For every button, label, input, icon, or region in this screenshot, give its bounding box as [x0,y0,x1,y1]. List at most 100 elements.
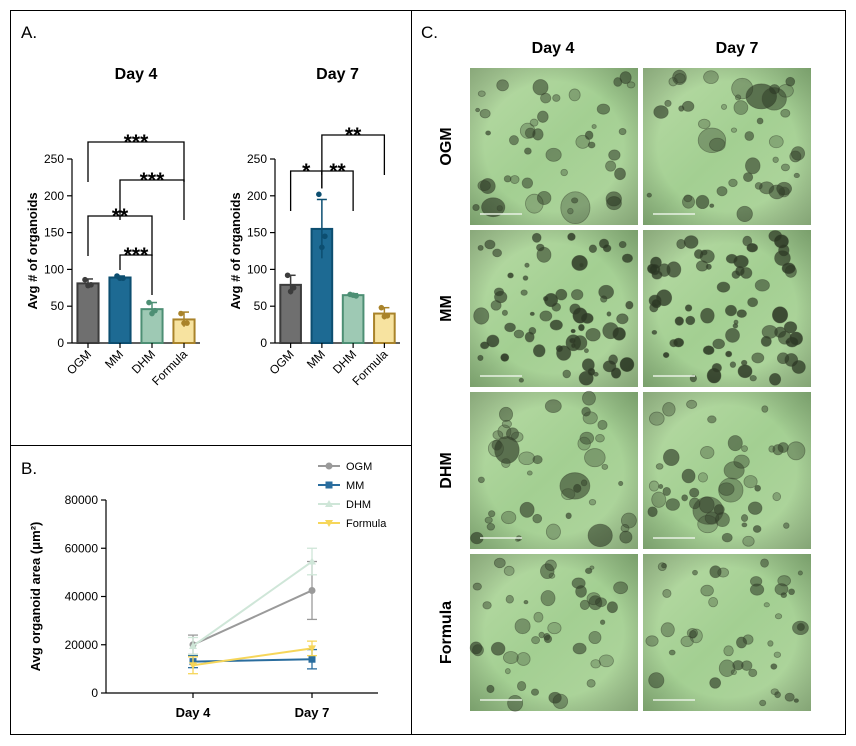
x-tick-label: MM [304,347,328,371]
y-tick-label: 0 [260,336,267,350]
micrograph-vignette [470,68,638,225]
data-point [117,275,123,282]
data-point [146,299,152,306]
series-formula [188,640,317,675]
series-marker [325,481,333,489]
y-tick-label: 60000 [65,541,99,555]
micrograph-vignette [643,554,811,711]
series-mm [188,648,317,670]
x-tick-label: OGM [267,347,297,377]
x-tick-label: Day 4 [176,705,211,720]
micrograph-image [469,554,638,712]
data-point [82,276,88,283]
y-tick-label: 40000 [65,590,99,604]
row-header: OGM [438,127,455,165]
data-point [149,310,155,317]
micrograph-vignette [470,554,638,711]
y-tick-label: 80000 [65,493,99,507]
series-marker [325,462,333,470]
y-axis-label: Avg # of organoids [228,192,243,309]
y-tick-label: 150 [247,226,267,240]
micrograph-vignette [643,230,811,387]
micrograph-image [470,68,638,225]
x-tick-label: Day 7 [295,705,330,720]
micrograph-grid: Day 4 Day 7 OGM MM DHM Formula [438,40,811,712]
series-marker [189,662,197,670]
y-tick-label: 200 [247,189,267,203]
micrograph-image [643,68,811,225]
data-point [319,244,325,251]
significance-label: * [302,160,311,183]
chart-title: Day 7 [316,66,359,83]
micrograph-vignette [470,392,638,549]
legend-label: Formula [346,518,387,530]
y-axis-label: Avg # of organoids [25,192,40,309]
column-header: Day 4 [532,40,575,57]
series-line [192,658,313,663]
series-line [192,647,313,667]
data-point [287,288,294,295]
y-tick-label: 250 [44,152,64,166]
series-marker [308,557,316,565]
x-tick-label: Formula [149,347,190,388]
series-marker [325,500,333,507]
series-marker [308,586,316,594]
data-point [316,191,322,198]
y-tick-label: 100 [44,262,64,276]
significance-label: ** [345,124,362,147]
data-point [378,304,385,311]
bar-chart-day-7: Day 7 Avg # of organoids 0 50 100 150 200 250 OG… [228,66,400,388]
micrograph-image [643,392,811,549]
significance-bracket [87,215,153,256]
y-tick-label: 20000 [65,638,99,652]
y-tick-label: 50 [51,299,65,313]
bar [341,294,365,345]
y-tick-label: 100 [247,262,267,276]
micrograph-image [470,230,638,387]
panel-b-letter: B. [21,459,37,478]
bar-chart-day-4: Day 4 Avg # of organoids 0 50 100 150 200 250 OG… [25,66,200,388]
data-point [284,272,291,279]
significance-label: *** [124,131,149,154]
series-ogm [188,560,317,656]
y-axis-label: Avg organoid area (μm²) [28,522,43,672]
chart-title: Day 4 [115,66,158,83]
y-tick-label: 250 [247,152,267,166]
micrograph-image [643,230,811,387]
series-marker [308,645,316,653]
significance-bracket [321,170,354,211]
micrograph-vignette [643,392,811,549]
column-header: Day 7 [716,40,759,57]
series-marker [308,655,316,663]
micrograph-vignette [470,230,638,387]
significance-label: ** [112,205,129,228]
micrograph-image [643,554,811,711]
significance-label: ** [329,160,346,183]
significance-bracket [321,134,386,175]
data-point [322,233,328,240]
legend-label: OGM [346,461,372,473]
significance-bracket [119,254,153,295]
data-point [350,292,356,298]
y-tick-label: 0 [57,336,64,350]
panel-c-letter: C. [421,23,438,42]
line-chart-organoid-area: Avg organoid area (μm²) 0 20000 40000 60000 8… [28,461,387,720]
series-marker [189,641,197,649]
series-line [192,560,313,647]
micrograph-vignette [643,68,811,225]
y-tick-label: 200 [44,189,64,203]
row-header: Formula [438,601,455,664]
data-point [178,310,184,317]
significance-label: *** [140,169,165,192]
data-point [85,282,91,289]
series-line [192,589,313,646]
panel-a-letter: A. [21,23,37,42]
panel-c-frame [411,10,846,735]
legend-label: MM [346,480,364,492]
y-tick-label: 0 [91,686,98,700]
bar [108,276,132,344]
significance-bracket [119,179,185,220]
data-point [381,313,388,320]
legend-label: DHM [346,499,371,511]
